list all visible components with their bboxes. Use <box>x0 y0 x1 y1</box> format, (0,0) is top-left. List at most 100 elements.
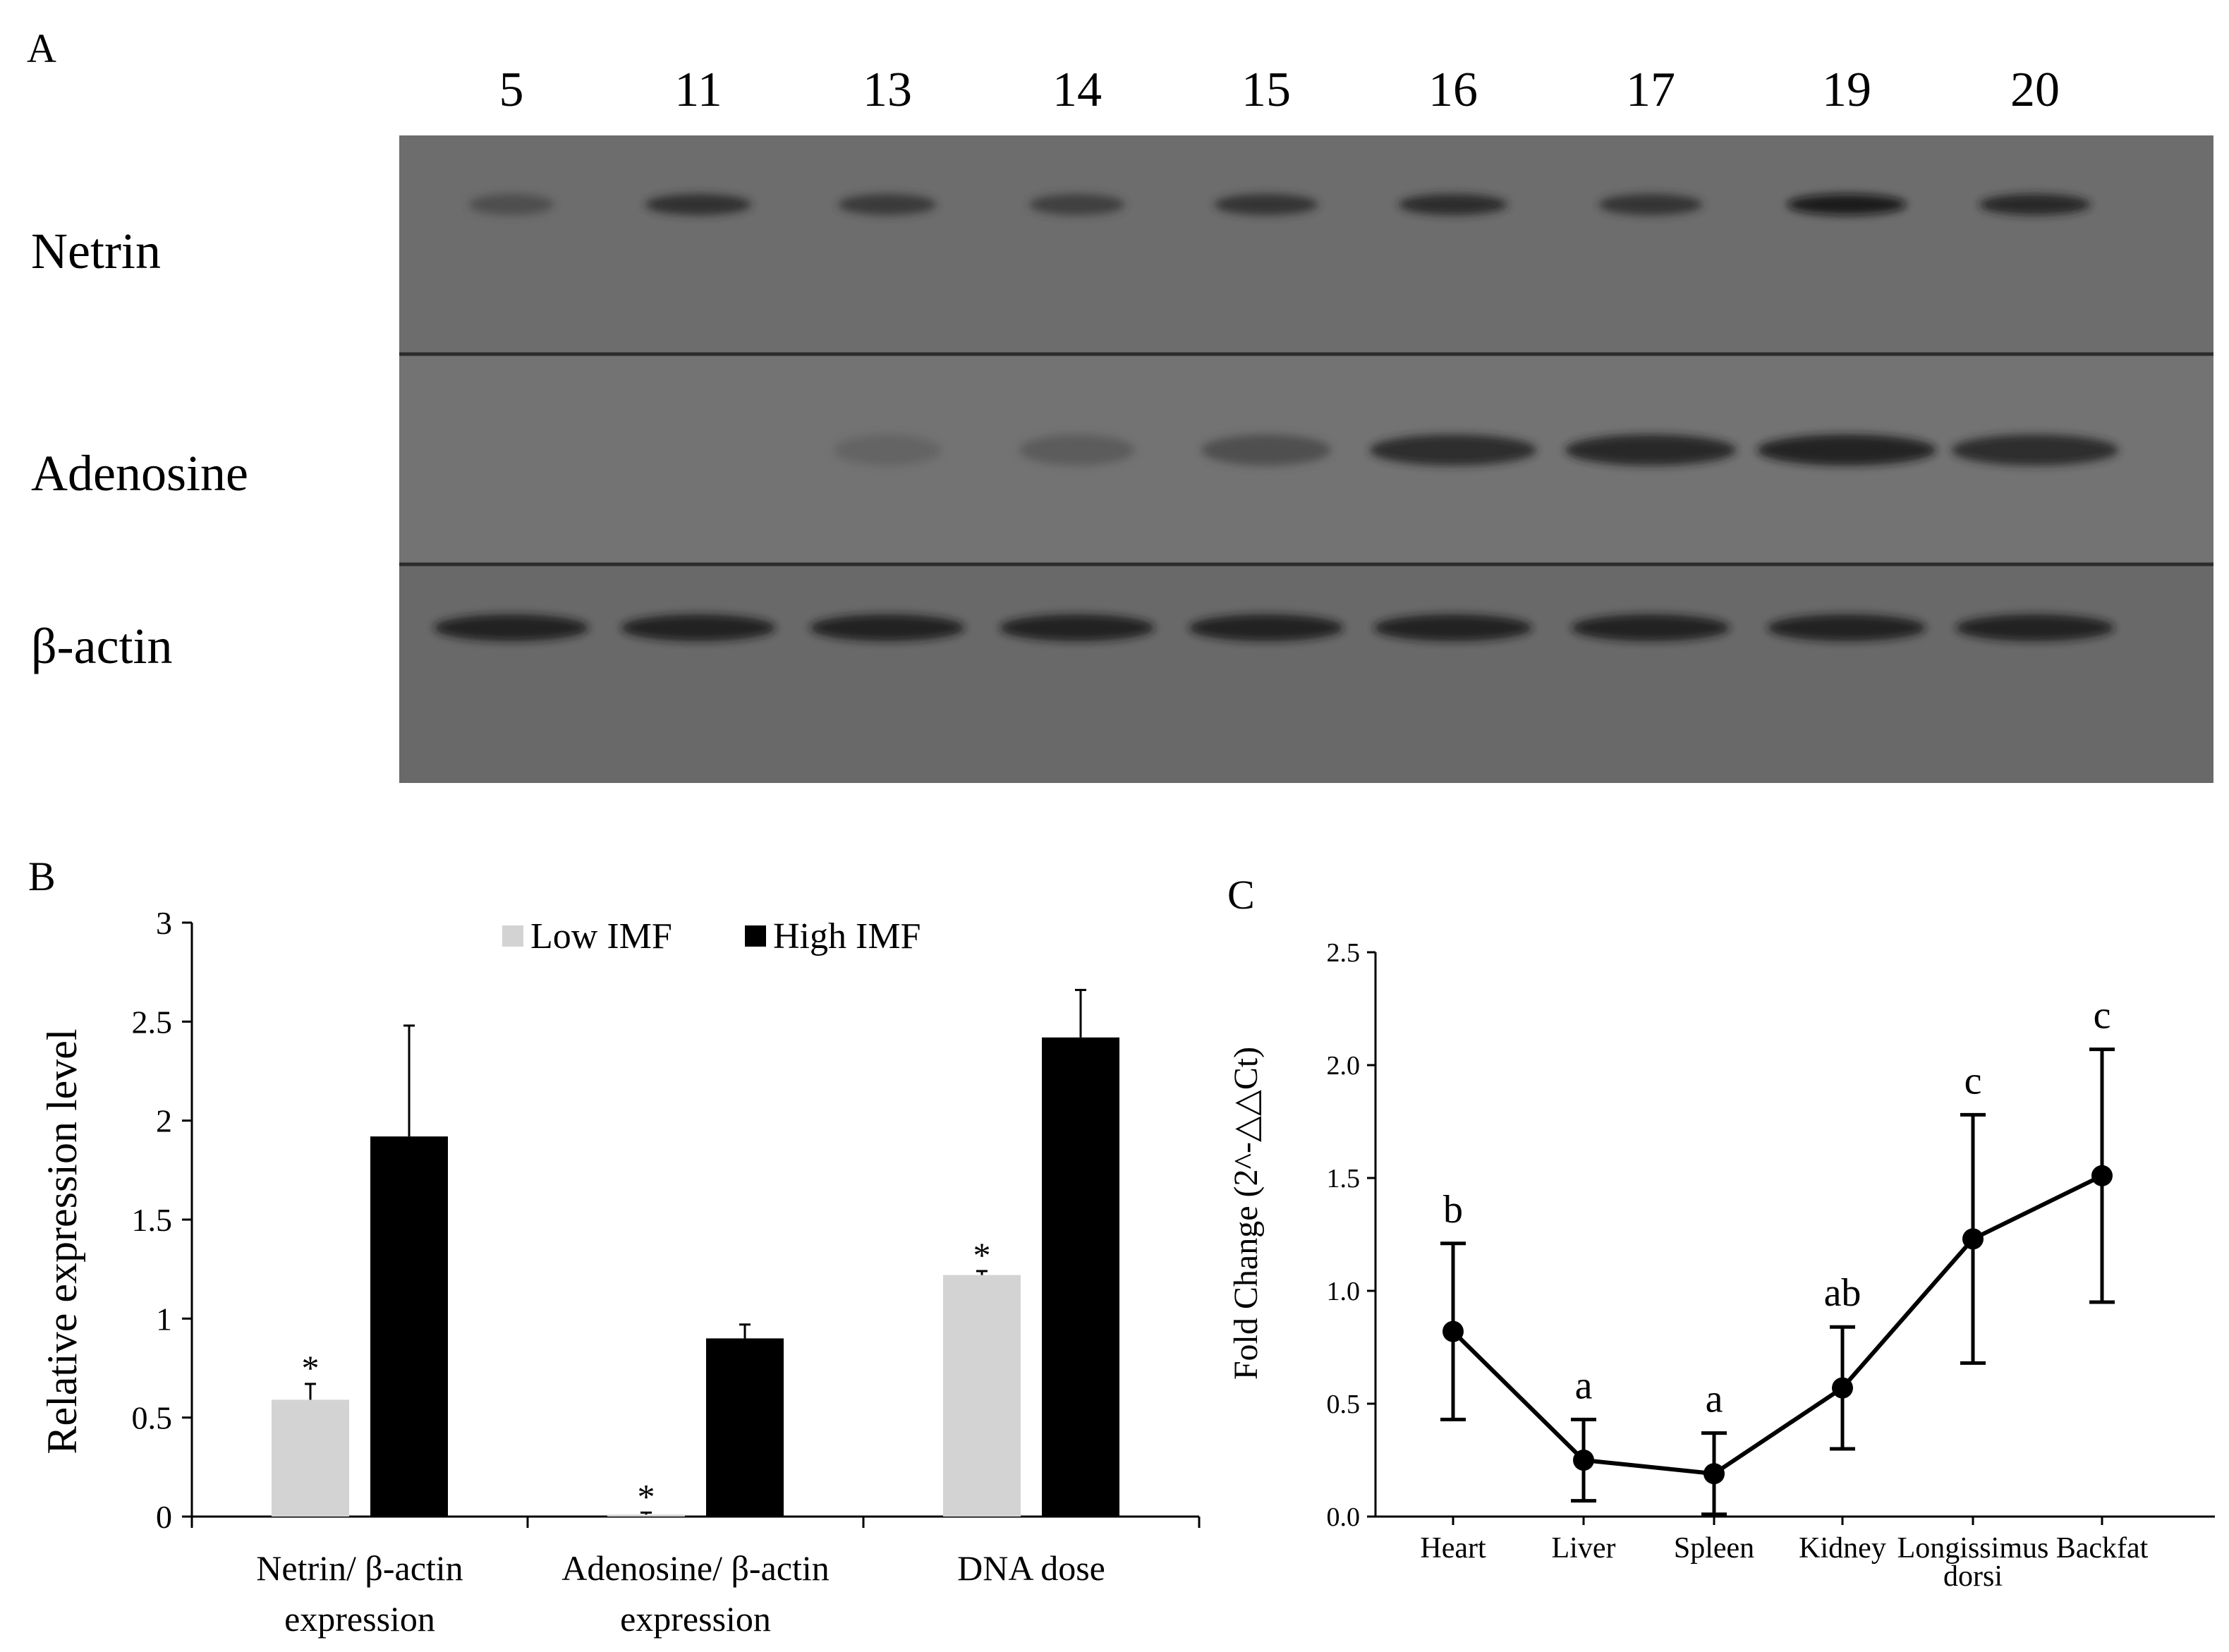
panel-c-category-label: Spleen <box>1674 1532 1754 1565</box>
row-label-2: β-actin <box>31 618 173 674</box>
panel-b-legend-label: Low IMF <box>530 916 672 956</box>
panel-c: C Fold Change (2^-△△Ct) 0.0 0.5 1.0 1.5 2.0 2… <box>1227 872 2215 1593</box>
panel-b-y-tick-label: 0 <box>156 1499 172 1535</box>
lane-label-13: 13 <box>863 63 912 117</box>
adenosine-band-15 <box>1201 435 1331 466</box>
panel-b-bars: * * * <box>272 988 1119 1517</box>
panel-c-y-tick-label: 1.0 <box>1327 1277 1361 1306</box>
panel-b-letter: B <box>28 854 56 899</box>
panel-b-bar-low-imf <box>272 1399 349 1517</box>
panel-b-legend: Low IMF High IMF <box>502 916 921 956</box>
panel-b-significance-marker: * <box>973 1235 991 1275</box>
panel-c-significance-letter: a <box>1575 1363 1593 1407</box>
adenosine-band-19 <box>1756 435 1937 466</box>
panel-a: A 5 11 13 14 15 16 17 19 20 Netrin Adenosine β-act… <box>27 25 2213 783</box>
actin-band-13 <box>810 614 965 641</box>
panel-c-y-tick-label: 2.5 <box>1327 938 1361 968</box>
panel-a-letter: A <box>27 25 56 71</box>
panel-c-y-tick-label: 2.0 <box>1327 1051 1361 1081</box>
lane-label-14: 14 <box>1052 63 1102 117</box>
panel-b-category-label: expression <box>620 1599 771 1639</box>
netrin-band-16 <box>1398 194 1508 215</box>
netrin-band-15 <box>1214 194 1318 215</box>
panel-b-category-label: Adenosine/ β-actin <box>561 1548 830 1588</box>
panel-b-y-tick-label: 1 <box>156 1301 172 1337</box>
panel-c-letter: C <box>1227 872 1255 918</box>
lane-label-5: 5 <box>499 63 524 117</box>
panel-b-legend-swatch <box>745 925 766 947</box>
netrin-band-13 <box>838 194 937 215</box>
panel-c-y-tick-label: 0.5 <box>1327 1390 1361 1419</box>
panel-c-data-point <box>1832 1377 1853 1399</box>
lane-label-20: 20 <box>2010 63 2060 117</box>
panel-b-y-tick-label: 1.5 <box>132 1202 173 1238</box>
panel-b-bar-high-imf <box>706 1338 784 1517</box>
panel-c-significance-letter: a <box>1706 1378 1723 1421</box>
actin-band-16 <box>1373 614 1533 641</box>
row-label-0: Netrin <box>31 223 161 279</box>
actin-band-17 <box>1571 614 1730 641</box>
netrin-band-14 <box>1029 194 1125 215</box>
panel-c-significance-letter: b <box>1443 1188 1463 1232</box>
panel-b-axes: 0 0.5 1 1.5 2 2.5 3 Netrin/ β-actin expression Ad… <box>132 905 1201 1639</box>
actin-band-19 <box>1767 614 1926 641</box>
actin-band-5 <box>434 614 589 641</box>
actin-band-15 <box>1189 614 1344 641</box>
panel-c-significance-letter: ab <box>1824 1271 1861 1315</box>
panel-c-significance-letter: c <box>2094 994 2111 1038</box>
panel-b-y-tick-label: 2 <box>156 1103 172 1139</box>
panel-b-category-label: expression <box>284 1599 435 1639</box>
panel-c-category-label: Longissimus <box>1897 1532 2049 1565</box>
panel-b-y-tick-label: 3 <box>156 905 172 941</box>
panel-b-bar-low-imf <box>943 1275 1021 1517</box>
panel-c-category-label: Heart <box>1420 1532 1486 1565</box>
lane-label-16: 16 <box>1428 63 1478 117</box>
panel-b-legend-swatch <box>502 925 523 947</box>
blot-upper-strip <box>399 135 2213 353</box>
adenosine-band-13 <box>833 435 942 466</box>
panel-c-y-tick-label: 1.5 <box>1327 1164 1361 1194</box>
adenosine-band-14 <box>1019 435 1136 466</box>
adenosine-band-16 <box>1369 435 1537 466</box>
lane-label-17: 17 <box>1626 63 1675 117</box>
panel-b-y-tick-label: 0.5 <box>132 1400 173 1436</box>
lane-label-15: 15 <box>1241 63 1291 117</box>
actin-band-20 <box>1955 614 2115 641</box>
panel-c-category-label: Kidney <box>1799 1532 1886 1565</box>
lane-labels: 5 11 13 14 15 16 17 19 20 <box>499 63 2060 117</box>
panel-c-data-point <box>2091 1165 2113 1186</box>
panel-c-category-label: dorsi <box>1943 1560 2003 1593</box>
panel-c-axes: 0.0 0.5 1.0 1.5 2.0 2.5 Heart Liver Spleen Kidney… <box>1327 938 2215 1593</box>
panel-b-category-label: DNA dose <box>957 1548 1105 1588</box>
actin-band-11 <box>621 614 776 641</box>
panel-c-y-axis-label: Fold Change (2^-△△Ct) <box>1227 1047 1265 1380</box>
panel-b-bar-high-imf <box>1042 1037 1119 1517</box>
panel-b-bar-low-imf <box>607 1514 685 1517</box>
panel-c-series-line <box>1451 1174 2103 1476</box>
actin-band-14 <box>1000 614 1155 641</box>
netrin-band-17 <box>1598 194 1703 215</box>
lane-label-19: 19 <box>1822 63 1871 117</box>
panel-c-data-point <box>1573 1450 1594 1471</box>
panel-b-category-label: Netrin/ β-actin <box>256 1548 463 1588</box>
panel-c-line-series: b a a ab c c <box>1440 994 2115 1517</box>
netrin-band-5 <box>468 194 554 215</box>
adenosine-band-20 <box>1951 435 2119 466</box>
lane-label-11: 11 <box>674 63 722 117</box>
panel-c-data-point <box>1443 1320 1464 1342</box>
panel-b: B Relative expression level 0 0.5 1 1.5 2 2.5… <box>28 854 1201 1639</box>
panel-c-category-label: Backfat <box>2056 1532 2149 1565</box>
blot-bands <box>434 194 2119 641</box>
netrin-band-19 <box>1787 194 1907 215</box>
panel-b-y-axis-label: Relative expression level <box>39 1028 85 1454</box>
row-labels: Netrin Adenosine β-actin <box>31 223 248 674</box>
panel-b-bar-high-imf <box>370 1136 448 1517</box>
panel-c-category-label: Liver <box>1552 1532 1616 1565</box>
panel-b-significance-marker: * <box>302 1348 320 1387</box>
blot-lower-strip <box>399 566 2213 783</box>
panel-c-significance-letter: c <box>1964 1059 1982 1103</box>
panel-c-data-point <box>1962 1228 1984 1250</box>
netrin-band-20 <box>1979 194 2091 215</box>
panel-c-data-point <box>1703 1463 1725 1485</box>
